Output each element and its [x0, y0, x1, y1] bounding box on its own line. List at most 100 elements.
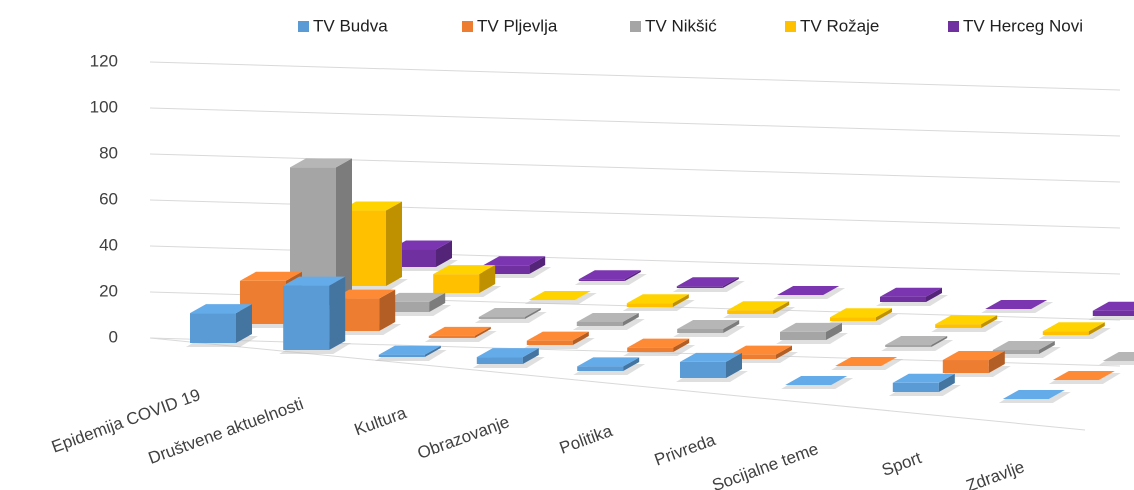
bar [479, 256, 552, 278]
bar [876, 287, 948, 306]
bar-front [680, 361, 726, 378]
bar-front [730, 354, 776, 359]
bar-top [378, 345, 441, 355]
bar-side [988, 351, 1005, 373]
bar [573, 357, 646, 375]
grid-line [149, 107, 1121, 137]
bar [888, 373, 961, 396]
bar [522, 331, 595, 349]
bar-top [785, 376, 848, 385]
bar [988, 340, 1061, 358]
bar-side [236, 304, 252, 343]
bar-front [626, 303, 673, 307]
legend-label: TV Rožaje [800, 16, 879, 35]
bar-side [624, 270, 641, 281]
bar-side [876, 308, 892, 321]
bar [676, 352, 748, 382]
legend-label: TV Budva [313, 16, 388, 35]
y-tick-label: 80 [99, 143, 118, 162]
x-tick-label: Socijalne teme [710, 439, 821, 490]
bar-side [773, 301, 790, 314]
bar-side [379, 289, 396, 331]
bar-top [727, 301, 790, 311]
bar-top [383, 292, 446, 302]
bar-side [1038, 340, 1055, 354]
bars [186, 158, 1134, 403]
bar [938, 351, 1011, 377]
bar-front [935, 324, 982, 328]
bar-side [622, 312, 639, 326]
bar-top [578, 270, 641, 280]
legend-label: TV Nikšić [645, 16, 717, 35]
bar [831, 357, 904, 370]
bar-top [1042, 322, 1105, 332]
bar-top [880, 287, 942, 297]
bar-side [981, 315, 998, 328]
bar-side [926, 287, 942, 302]
bar-top [1002, 390, 1065, 399]
bar-top [476, 348, 539, 358]
bar-front [830, 317, 876, 321]
bar-top [240, 271, 302, 281]
bar-front [190, 313, 236, 343]
bar-side [623, 357, 640, 371]
bar [429, 265, 502, 297]
bar-side [424, 345, 441, 357]
bar [773, 286, 846, 299]
bar [981, 300, 1054, 313]
x-tick-label: Kultura [352, 403, 410, 439]
bar-top [942, 351, 1005, 361]
bar [472, 348, 545, 368]
legend-swatch [462, 21, 473, 32]
x-tick-label: Obrazovanje [415, 412, 512, 463]
bar-side [673, 338, 690, 352]
y-tick-label: 60 [99, 189, 118, 208]
bar-side [931, 335, 948, 347]
bar-top [892, 373, 955, 383]
bar-front [1092, 310, 1134, 316]
bar-front [627, 347, 674, 352]
bar-front [942, 360, 989, 373]
x-tick-label: Sport [879, 448, 924, 480]
bar-top [626, 294, 689, 304]
y-tick-label: 120 [90, 51, 118, 70]
bar-side [336, 158, 352, 305]
bar-front [483, 265, 530, 274]
bar [623, 338, 696, 356]
bar [622, 294, 695, 311]
legend-swatch [785, 21, 796, 32]
bar-top [576, 312, 639, 322]
legend-swatch [630, 21, 641, 32]
bar-front [1042, 331, 1089, 335]
bar-side [722, 277, 739, 288]
bar-side [672, 294, 689, 307]
bar [931, 315, 1004, 332]
bar-top [985, 300, 1048, 309]
bar-side [522, 348, 539, 364]
legend: TV Budva TV Pljevlja TV Nikšić TV Rožaje TV … [298, 16, 1083, 35]
y-tick-label: 40 [99, 235, 118, 254]
legend-label: TV Herceg Novi [963, 16, 1083, 35]
bar-top [676, 277, 739, 287]
bar-top [290, 158, 352, 168]
bar-top [333, 289, 396, 299]
bar-top [992, 340, 1055, 350]
bar-side [429, 292, 446, 312]
bar-top [935, 315, 998, 325]
bar-top [1052, 371, 1115, 380]
bar-front [476, 357, 523, 364]
bar-front [885, 344, 932, 347]
bar-top [885, 335, 948, 345]
bar-top [190, 304, 252, 314]
bar [424, 326, 497, 342]
bar-top [526, 331, 589, 341]
bar-front [880, 296, 926, 302]
bar [723, 301, 796, 318]
bar [524, 291, 597, 304]
bar-side [938, 373, 955, 392]
bar-front [283, 285, 330, 350]
bar-top [835, 357, 898, 366]
bar-front [478, 316, 525, 319]
bar [826, 308, 898, 325]
